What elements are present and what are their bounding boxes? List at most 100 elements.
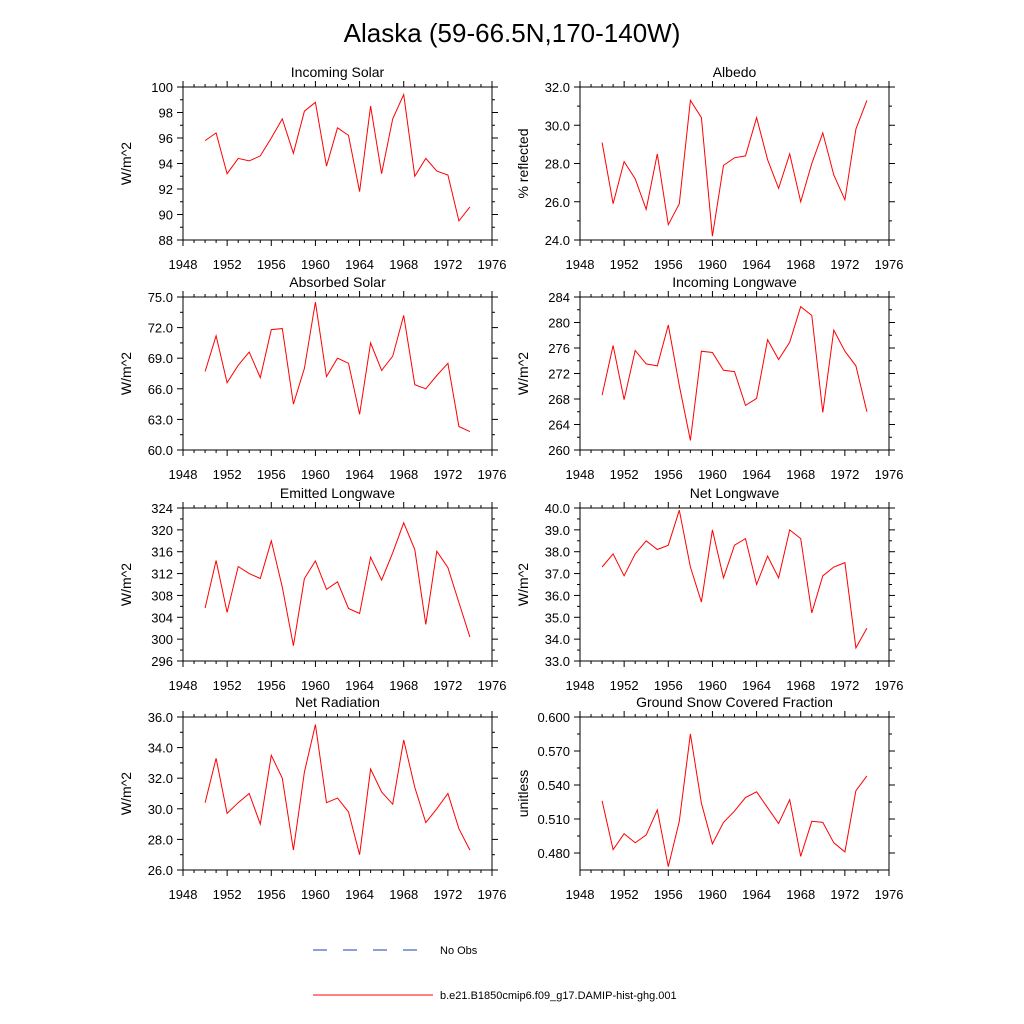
x-tick-label: 1972 — [433, 678, 462, 693]
y-tick-label: 304 — [151, 610, 173, 625]
x-tick-label: 1952 — [213, 467, 242, 482]
x-tick-label: 1968 — [786, 887, 815, 902]
x-tick-label: 1956 — [257, 467, 286, 482]
x-tick-label: 1960 — [301, 467, 330, 482]
y-tick-label: 0.510 — [537, 812, 570, 827]
x-tick-label: 1948 — [169, 467, 198, 482]
panel-1: Albedo % reflected 1948 1952 1956 1960 1964 196… — [515, 64, 903, 272]
x-tick-label: 1952 — [610, 887, 639, 902]
y-tick-label: 284 — [548, 290, 570, 305]
y-tick-label: 98 — [159, 106, 173, 121]
x-tick-label: 1976 — [875, 257, 904, 272]
plot-frame — [182, 507, 493, 662]
y-tick-label: 260 — [548, 443, 570, 458]
panel-0: Incoming Solar W/m^2 1948 1952 1956 1960 1964 1… — [118, 64, 506, 272]
x-tick-label: 1968 — [389, 887, 418, 902]
plot-frame — [579, 716, 890, 871]
y-tick-label: 24.0 — [545, 233, 570, 248]
legend-obs-label: No Obs — [440, 945, 478, 957]
x-tick-label: 1972 — [433, 257, 462, 272]
x-tick-label: 1964 — [742, 257, 771, 272]
panel-title: Incoming Longwave — [672, 274, 797, 290]
y-tick-label: 39.0 — [545, 523, 570, 538]
x-tick-label: 1960 — [301, 257, 330, 272]
x-tick-label: 1964 — [345, 467, 374, 482]
panel-5: Net Longwave W/m^2 1948 1952 1956 1960 1964 196… — [515, 485, 903, 693]
panel-7: Ground Snow Covered Fraction unitless 1948… — [515, 694, 903, 902]
y-tick-label: 100 — [151, 80, 173, 95]
x-tick-label: 1964 — [345, 887, 374, 902]
plot-frame — [579, 507, 890, 662]
y-axis-label: W/m^2 — [118, 352, 134, 395]
y-tick-label: 60.0 — [148, 443, 173, 458]
x-tick-label: 1948 — [169, 887, 198, 902]
y-tick-label: 0.600 — [537, 710, 570, 725]
series-line — [601, 510, 868, 650]
legend: No Obs b.e21.B1850cmip6.f09_g17.DAMIP-hi… — [313, 945, 677, 1002]
x-tick-label: 1976 — [478, 678, 507, 693]
x-tick-label: 1972 — [830, 467, 859, 482]
y-tick-label: 66.0 — [148, 382, 173, 397]
panels: Incoming Solar W/m^2 1948 1952 1956 1960 1964 1… — [118, 64, 903, 902]
y-tick-label: 26.0 — [148, 863, 173, 878]
x-tick-label: 1972 — [830, 678, 859, 693]
y-tick-label: 33.0 — [545, 654, 570, 669]
series-line — [601, 98, 868, 237]
plot-frame — [182, 86, 493, 241]
plot-frame — [579, 296, 890, 451]
plot-frame — [182, 716, 493, 871]
y-tick-label: 312 — [151, 567, 173, 582]
x-tick-label: 1960 — [301, 887, 330, 902]
x-tick-label: 1968 — [389, 257, 418, 272]
x-tick-label: 1956 — [257, 257, 286, 272]
y-tick-label: 30.0 — [148, 802, 173, 817]
y-tick-label: 272 — [548, 367, 570, 382]
y-tick-label: 90 — [159, 208, 173, 223]
y-tick-label: 316 — [151, 545, 173, 560]
series-line — [601, 305, 868, 441]
x-tick-label: 1976 — [478, 257, 507, 272]
y-axis-label: W/m^2 — [118, 142, 134, 185]
x-tick-label: 1960 — [698, 678, 727, 693]
x-tick-label: 1952 — [610, 467, 639, 482]
x-tick-label: 1972 — [433, 467, 462, 482]
x-tick-label: 1948 — [566, 678, 595, 693]
y-tick-label: 35.0 — [545, 610, 570, 625]
y-tick-label: 37.0 — [545, 567, 570, 582]
x-tick-label: 1948 — [169, 678, 198, 693]
x-tick-label: 1952 — [213, 887, 242, 902]
series-line — [204, 302, 471, 433]
panel-title: Absorbed Solar — [289, 274, 386, 290]
y-tick-label: 30.0 — [545, 118, 570, 133]
y-tick-label: 276 — [548, 341, 570, 356]
y-tick-label: 28.0 — [148, 832, 173, 847]
y-axis-label: unitless — [515, 770, 531, 817]
x-tick-label: 1976 — [478, 467, 507, 482]
x-tick-label: 1972 — [830, 887, 859, 902]
panel-6: Net Radiation W/m^2 1948 1952 1956 1960 1964 19… — [118, 694, 506, 902]
x-tick-label: 1960 — [698, 887, 727, 902]
panel-title: Incoming Solar — [291, 64, 385, 80]
x-tick-label: 1956 — [654, 467, 683, 482]
panel-2: Absorbed Solar W/m^2 1948 1952 1956 1960 1964 1… — [118, 274, 506, 482]
y-tick-label: 72.0 — [148, 321, 173, 336]
y-tick-label: 320 — [151, 523, 173, 538]
y-tick-label: 69.0 — [148, 351, 173, 366]
y-axis-label: W/m^2 — [118, 772, 134, 815]
x-tick-label: 1948 — [566, 887, 595, 902]
series-line — [204, 92, 471, 223]
x-tick-label: 1956 — [654, 678, 683, 693]
x-tick-label: 1952 — [610, 257, 639, 272]
x-tick-label: 1968 — [786, 678, 815, 693]
y-tick-label: 324 — [151, 501, 173, 516]
y-tick-label: 96 — [159, 131, 173, 146]
y-tick-label: 0.570 — [537, 744, 570, 759]
y-tick-label: 88 — [159, 233, 173, 248]
y-tick-label: 40.0 — [545, 501, 570, 516]
y-tick-label: 0.540 — [537, 778, 570, 793]
x-tick-label: 1952 — [213, 257, 242, 272]
y-axis-label: % reflected — [515, 128, 531, 198]
plot-frame — [182, 296, 493, 451]
y-tick-label: 38.0 — [545, 545, 570, 560]
